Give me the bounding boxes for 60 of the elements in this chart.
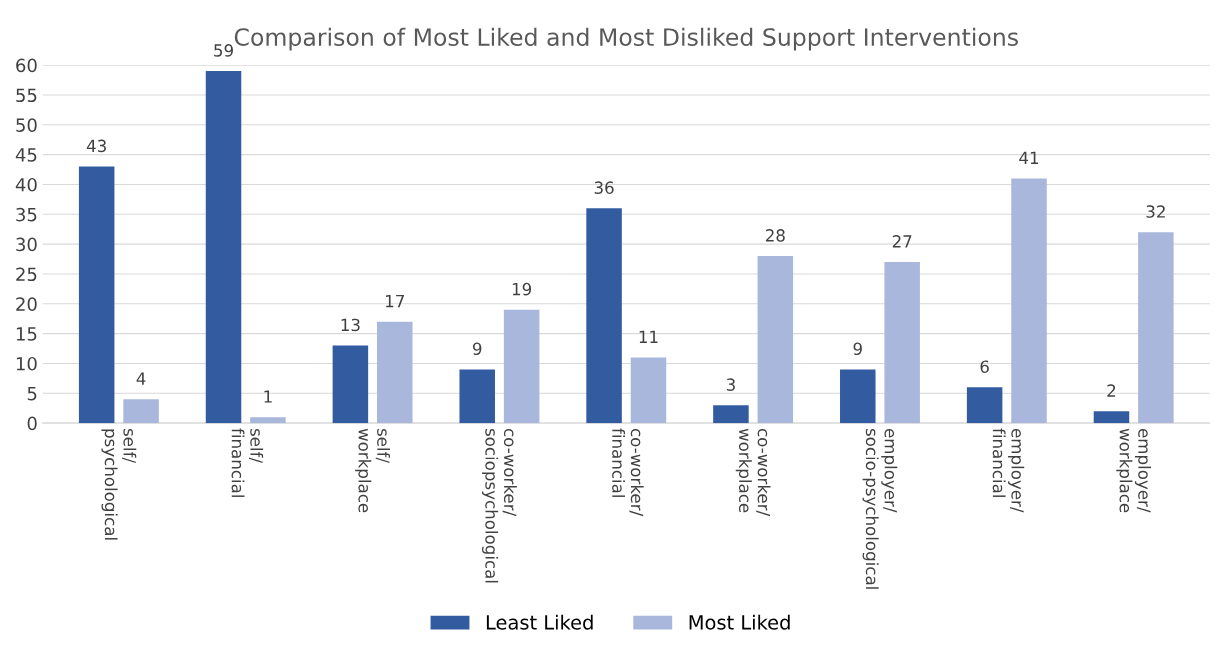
bar (840, 369, 876, 424)
bar (757, 256, 794, 424)
data-label: 36 (594, 181, 614, 194)
y-tick-label: 15 (16, 327, 37, 341)
bar (205, 71, 242, 424)
x-tick-label: co-worker/ workplace (735, 428, 771, 517)
y-tick-label: 40 (15, 177, 37, 192)
y-tick-label: 35 (16, 207, 37, 222)
y-tick-label: 30 (16, 237, 37, 252)
data-label: 6 (980, 360, 989, 373)
bar (630, 357, 667, 424)
y-tick-label: 20 (16, 297, 37, 311)
data-label: 9 (472, 342, 482, 356)
x-tick-label: employer/ workplace (1116, 428, 1152, 513)
bar (1011, 178, 1047, 424)
bar (332, 345, 369, 424)
y-tick-label: 0 (27, 416, 37, 431)
legend-label: Least Liked (486, 614, 593, 630)
data-label: 27 (892, 235, 912, 248)
data-label: 59 (214, 44, 233, 57)
data-label: 11 (639, 330, 658, 343)
data-label: 28 (765, 229, 785, 242)
data-label: 32 (1146, 205, 1165, 218)
bar (713, 405, 749, 424)
data-label: 3 (726, 378, 735, 391)
data-label: 1 (264, 390, 272, 403)
data-label: 9 (853, 342, 862, 356)
data-label: 4 (136, 372, 146, 385)
bar (377, 321, 413, 424)
bar (884, 262, 920, 424)
data-label: 13 (341, 318, 360, 332)
bar (123, 399, 159, 424)
y-tick-label: 60 (16, 58, 37, 73)
bar (586, 208, 622, 424)
y-tick-label: 55 (16, 88, 37, 103)
y-tick-label: 45 (15, 148, 37, 162)
bar (966, 387, 1003, 424)
x-tick-label: employer/ socio-psychological (862, 428, 898, 589)
y-tick-label: 5 (27, 387, 37, 401)
bar (78, 166, 115, 424)
x-tick-label: self/ financial (231, 428, 264, 497)
x-tick-label: co-worker/ financial (612, 428, 644, 517)
data-label: 2 (1107, 384, 1116, 397)
data-label: 19 (512, 282, 532, 296)
bar (459, 369, 495, 424)
x-tick-label: self/ psychological (101, 428, 137, 540)
bar (1093, 411, 1130, 424)
y-tick-label: 25 (16, 267, 37, 282)
bar (503, 309, 540, 424)
chart-title: Comparison of Most Liked and Most Disliked Support Interventions (234, 27, 1018, 51)
x-tick-label: self/ workplace (355, 428, 390, 513)
legend-label: Most Liked (689, 614, 790, 630)
y-tick-label: 50 (16, 118, 37, 132)
x-tick-label: employer/ financial (992, 428, 1025, 513)
bar (250, 417, 286, 424)
bar (1138, 232, 1174, 424)
data-label: 17 (386, 294, 404, 308)
y-tick-label: 10 (16, 356, 37, 371)
data-label: 41 (1019, 151, 1039, 164)
data-label: 43 (86, 139, 106, 153)
